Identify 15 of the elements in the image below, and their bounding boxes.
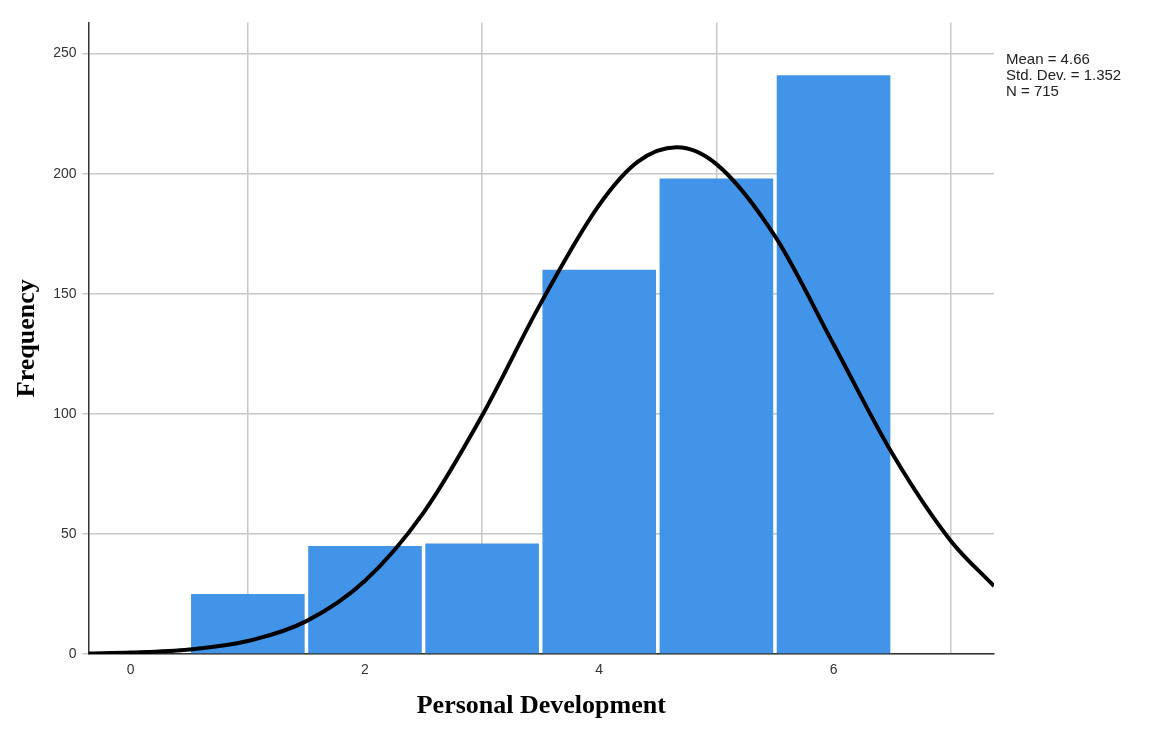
y-tick-label: 50 [60,524,77,541]
x-tick-label: 4 [595,661,604,678]
y-tick-label: 150 [53,284,77,301]
y-axis-title: Frequency [11,279,41,398]
x-axis-title: Personal Development [416,690,667,720]
text: Std. Dev. = 1.352 [1006,66,1122,84]
x-tick-label: 2 [361,661,370,678]
y-tick-label: 100 [53,404,77,421]
x-tick-label: 0 [126,661,135,678]
text: Mean = 4.66 [1006,50,1090,68]
y-tick-label: 0 [68,644,77,661]
text: N = 715 [1006,82,1059,100]
x-tick-label: 6 [829,661,838,678]
y-tick-label: 200 [53,164,77,181]
y-tick-label: 250 [53,44,77,61]
